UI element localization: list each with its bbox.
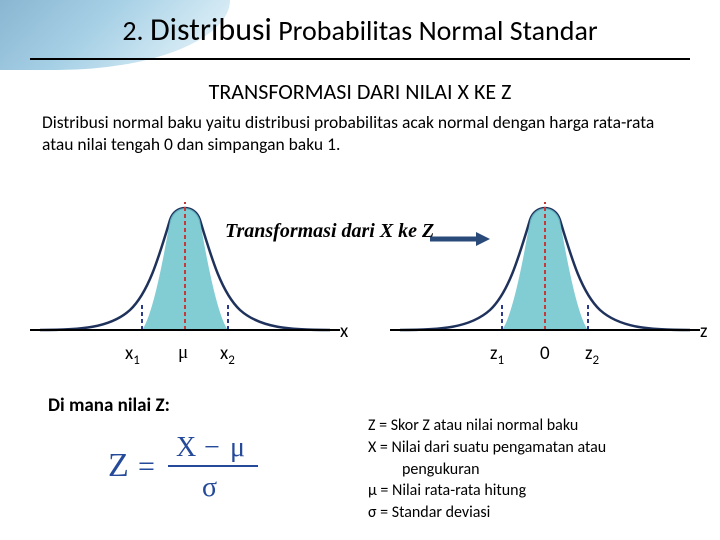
label-x2-sub: 2 [228, 353, 235, 368]
arrow-icon [430, 232, 490, 244]
legend-x-1: X = Nilai dari suatu pengamatan atau [368, 438, 690, 459]
label-z2: z2 [585, 342, 599, 368]
transform-label: Transformasi dari X ke Z [225, 220, 434, 243]
label-z-axis-text: z [700, 320, 708, 343]
slide: 2. Distribusi Probabilitas Normal Standa… [0, 0, 720, 540]
label-z1: z1 [490, 342, 504, 368]
label-x1: x1 [125, 342, 140, 368]
label-z1-sym: z [490, 342, 498, 365]
label-x-axis-text: x [340, 320, 348, 343]
z-formula: Z = X − μ σ [100, 426, 290, 511]
label-zero-text: 0 [540, 342, 550, 365]
label-z1-sub: 1 [498, 353, 505, 368]
left-bell-svg [20, 190, 350, 360]
label-x2-sym: x [220, 342, 228, 365]
formula-lhs: Z [108, 447, 129, 484]
title-rest: Probabilitas Normal Standar [278, 13, 597, 48]
description: Distribusi normal baku yaitu distribusi … [42, 112, 678, 156]
legend-x-2: pengukuran [368, 460, 690, 481]
label-zero: 0 [540, 342, 550, 365]
formula-sigma: σ [202, 472, 217, 503]
subheading: TRANSFORMASI DARI NILAI X KE Z [0, 78, 720, 105]
right-bell-svg [380, 190, 710, 360]
label-x2: x2 [220, 342, 235, 368]
dimana-label: Di mana nilai Z: [48, 394, 170, 417]
formula-mu: μ [230, 432, 245, 463]
right-bell-chart [380, 190, 710, 360]
label-x-axis: x [340, 320, 348, 343]
title-underline [30, 58, 690, 60]
left-bell-chart [20, 190, 350, 360]
legend: Z = Skor Z atau nilai normal baku X = Ni… [368, 416, 690, 525]
legend-mu: μ = Nilai rata-rata hitung [368, 481, 690, 502]
formula-X: X [176, 432, 196, 463]
formula-minus: − [204, 432, 220, 463]
label-z-axis: z [700, 320, 708, 343]
title-big: Distribusi [150, 10, 272, 49]
label-z2-sub: 2 [593, 353, 600, 368]
label-x1-sub: 1 [133, 353, 140, 368]
formula-eq: = [138, 450, 155, 483]
label-x1-sym: x [125, 342, 133, 365]
label-mu-sym: μ [178, 342, 188, 363]
legend-sigma: σ = Standar deviasi [368, 503, 690, 524]
title-number: 2. [122, 13, 143, 48]
label-z2-sym: z [585, 342, 593, 365]
label-mu: μ [178, 342, 188, 364]
slide-title: 2. Distribusi Probabilitas Normal Standa… [0, 10, 720, 49]
legend-z: Z = Skor Z atau nilai normal baku [368, 416, 690, 437]
